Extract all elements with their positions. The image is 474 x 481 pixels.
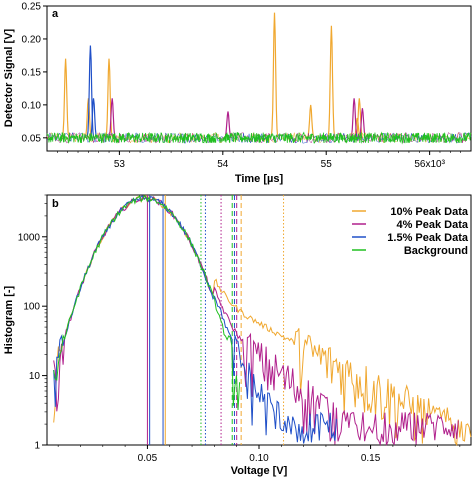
legend-label: 10% Peak Data [390, 206, 469, 218]
panel-a-peak [327, 25, 336, 138]
panel-a-frame [46, 5, 472, 152]
panel-b-x-axis-title: Voltage [V] [231, 465, 288, 477]
panel-b-plot [53, 194, 472, 447]
panel-a-y-tick-label: 0.20 [22, 34, 42, 45]
panel-a-x-tick-label: 55 [321, 159, 333, 170]
panel-b-y-tick-label: 10 [29, 371, 41, 382]
panel-b: 1 10 100 1000 0.05 0.10 0.15 10% Peak Data4% … [3, 194, 472, 477]
panel-a-peak [104, 58, 114, 138]
panel-a-y-tick-label: 0.25 [22, 2, 42, 13]
panel-b-x-ticks: 0.05 0.10 0.15 [57, 445, 461, 464]
panel-a-peak [270, 12, 279, 138]
legend-label: 4% Peak Data [396, 219, 468, 231]
panel-a-y-ticks: 0.05 0.10 0.15 0.20 0.25 [22, 2, 47, 144]
panel-a-peak [306, 104, 315, 139]
panel-b-series-line [53, 195, 337, 444]
panel-b-y-ticks: 1 10 100 1000 [18, 194, 47, 452]
panel-a: 0.05 0.10 0.15 0.20 0.25 53 54 55 56x10³ a Dete… [3, 2, 472, 185]
panel-a-peak [108, 98, 117, 139]
panel-b-letter: b [52, 198, 59, 210]
panel-a-series-line [46, 131, 472, 145]
panel-a-y-axis-title: Detector Signal [V] [3, 28, 15, 127]
panel-a-series-line [46, 131, 472, 144]
panel-b-y-tick-label: 1 [34, 441, 40, 452]
panel-b-x-tick-label: 0.10 [249, 453, 269, 464]
legend-label: 1.5% Peak Data [387, 232, 469, 244]
panel-a-y-tick-label: 0.05 [22, 133, 42, 144]
panel-b-x-tick-label: 0.05 [138, 453, 158, 464]
panel-b-x-tick-label: 0.15 [361, 453, 381, 464]
panel-a-y-tick-label: 0.15 [22, 67, 42, 78]
panel-b-y-tick-label: 1000 [18, 232, 41, 243]
panel-a-x-tick-label: 54 [217, 159, 229, 170]
panel-b-y-axis-title: Histogram [-] [3, 285, 15, 354]
panel-a-x-ticks: 53 54 55 56x10³ [57, 151, 461, 170]
panel-a-peak [86, 45, 95, 138]
panel-b-series-line [53, 194, 241, 411]
panel-a-letter: a [52, 8, 59, 20]
panel-a-x-tick-label: 56x10³ [414, 159, 445, 170]
panel-a-peak [61, 58, 70, 138]
panel-a-x-tick-label: 53 [114, 159, 126, 170]
legend-label: Background [404, 245, 468, 257]
panel-a-x-axis-title: Time [µs] [235, 173, 284, 185]
panel-b-y-tick-label: 100 [23, 302, 40, 313]
panel-a-plot [46, 12, 472, 145]
panel-a-y-tick-label: 0.10 [22, 100, 42, 111]
